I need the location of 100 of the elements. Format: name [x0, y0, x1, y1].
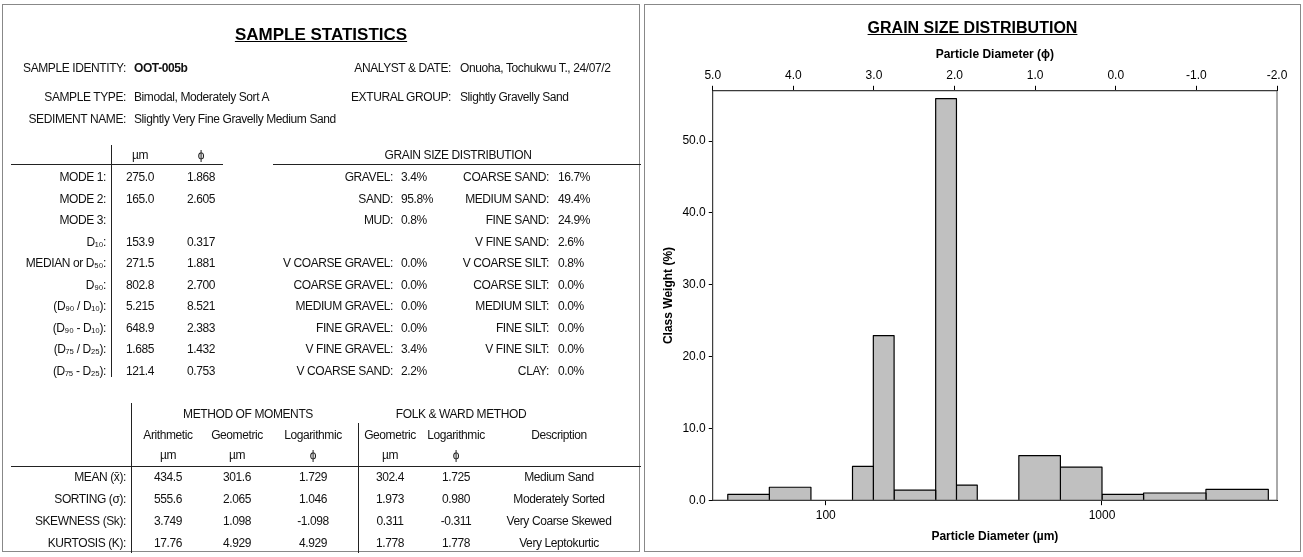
text: 0.8% — [401, 213, 427, 227]
text: SEDIMENT NAME: — [28, 112, 126, 126]
text: ϕ — [197, 148, 205, 162]
text: V FINE SAND: — [475, 234, 549, 249]
text: SKEWNESS (Sk): — [34, 514, 126, 528]
text: METHOD OF MOMENTS — [182, 407, 314, 421]
text: Bimodal, Moderately Sort A — [134, 90, 270, 104]
text: SORTING (σ): — [54, 492, 126, 506]
text: 0.0% — [558, 342, 584, 356]
text: 0.0% — [558, 320, 584, 335]
text: 301.6 — [222, 470, 252, 484]
text: V COARSE SILT: — [462, 256, 549, 270]
text: 0.0% — [401, 299, 427, 313]
text: Logarithmic — [427, 428, 485, 442]
text: µm — [381, 448, 399, 462]
text: (D₇₅ - D₂₅): — [53, 363, 106, 378]
text: 0.317 — [186, 234, 216, 249]
text: Onuoha, Tochukwu T., 24/07/2 — [460, 61, 611, 75]
text: MEDIUM SILT: — [475, 299, 549, 313]
text: 1.098 — [222, 514, 252, 528]
text: 2.605 — [186, 191, 216, 206]
text: 95.8% — [401, 191, 434, 206]
text: 0.753 — [186, 363, 216, 378]
text: 555.6 — [153, 492, 183, 506]
text: 275.0 — [125, 170, 155, 184]
text: 2.383 — [186, 320, 216, 335]
text: COARSE GRAVEL: — [293, 277, 393, 292]
text: COARSE SAND: — [463, 170, 549, 184]
text: 3.749 — [153, 514, 183, 528]
text: FOLK & WARD METHOD — [394, 407, 528, 421]
text: Arithmetic — [143, 428, 193, 442]
text: MODE 2: — [59, 191, 106, 206]
text: 1.432 — [186, 342, 216, 356]
text: 0.0% — [401, 320, 427, 335]
x2-tick-label: 2.0 — [946, 67, 964, 82]
text: SAMPLE IDENTITY: — [23, 61, 126, 75]
text: Slightly Very Fine Gravelly Medium Sand — [134, 112, 336, 126]
text: 153.9 — [125, 234, 155, 249]
text: 2.6% — [558, 234, 584, 249]
text: Geometric — [211, 428, 263, 442]
text: µm — [131, 148, 149, 162]
text: 2.065 — [222, 492, 252, 506]
text: MEAN (x̄): — [74, 470, 126, 484]
text: COARSE SILT: — [473, 277, 549, 292]
text: Geometric — [364, 428, 416, 442]
text: 1.973 — [375, 492, 405, 506]
text: 648.9 — [125, 320, 155, 335]
text: V COARSE SAND: — [296, 363, 393, 378]
text: SAMPLE TYPE: — [44, 90, 126, 104]
text: 0.0% — [401, 256, 427, 270]
x-tick-label: 100 — [815, 507, 837, 522]
text: SAND: — [358, 191, 393, 206]
text: 802.8 — [125, 277, 155, 292]
text: Description — [531, 428, 587, 442]
text: 16.7% — [558, 170, 591, 184]
text: 5.215 — [125, 299, 155, 313]
chart-title: GRAIN SIZE DISTRIBUTION — [866, 19, 1079, 37]
text: 49.4% — [558, 191, 591, 206]
text: (D₉₀ - D₁₀): — [52, 320, 106, 335]
text: V FINE GRAVEL: — [305, 342, 393, 356]
text: 1.725 — [441, 470, 471, 484]
text: 165.0 — [125, 191, 155, 206]
text: MODE 3: — [59, 213, 106, 227]
text: V COARSE GRAVEL: — [282, 256, 393, 270]
text: FINE SAND: — [485, 213, 549, 227]
text: 2.700 — [186, 277, 216, 292]
text: 302.4 — [375, 470, 405, 484]
text: 271.5 — [125, 256, 155, 270]
text: OOT-005b — [134, 61, 188, 75]
x-axis-title: Particle Diameter (µm) — [931, 529, 1059, 544]
text: 1.868 — [186, 170, 216, 184]
text: 121.4 — [125, 363, 155, 378]
text: ϕ — [452, 448, 460, 462]
text: ϕ — [309, 448, 317, 462]
text: FINE GRAVEL: — [316, 320, 393, 335]
text: 1.881 — [186, 256, 216, 270]
text: 1.778 — [441, 536, 471, 550]
text: MODE 1: — [59, 170, 106, 184]
text: 4.929 — [298, 536, 328, 550]
y-tick-label: 10.0 — [682, 420, 707, 435]
text: GRAVEL: — [344, 170, 393, 184]
text: Very Coarse Skewed — [505, 514, 613, 528]
y-tick-label: 50.0 — [682, 133, 707, 148]
y-tick-label: 0.0 — [689, 492, 707, 507]
text: 1.729 — [298, 470, 328, 484]
text: 0.0% — [558, 299, 584, 313]
y-tick-label: 20.0 — [682, 348, 707, 363]
text: -0.311 — [440, 514, 472, 528]
x2-tick-label: 0.0 — [1107, 67, 1125, 82]
text: (D₉₀ / D₁₀): — [53, 299, 106, 313]
text: 0.311 — [376, 514, 404, 528]
text: -1.098 — [297, 514, 329, 528]
text: CLAY: — [517, 363, 549, 378]
y-tick-label: 40.0 — [682, 205, 707, 220]
text: Slightly Gravelly Sand — [460, 90, 569, 104]
y-tick-label: 30.0 — [682, 277, 707, 292]
text: MUD: — [363, 213, 393, 227]
text: 0.0% — [558, 277, 584, 292]
x2-tick-label: -1.0 — [1186, 67, 1208, 82]
text: KURTOSIS (K): — [47, 536, 126, 550]
